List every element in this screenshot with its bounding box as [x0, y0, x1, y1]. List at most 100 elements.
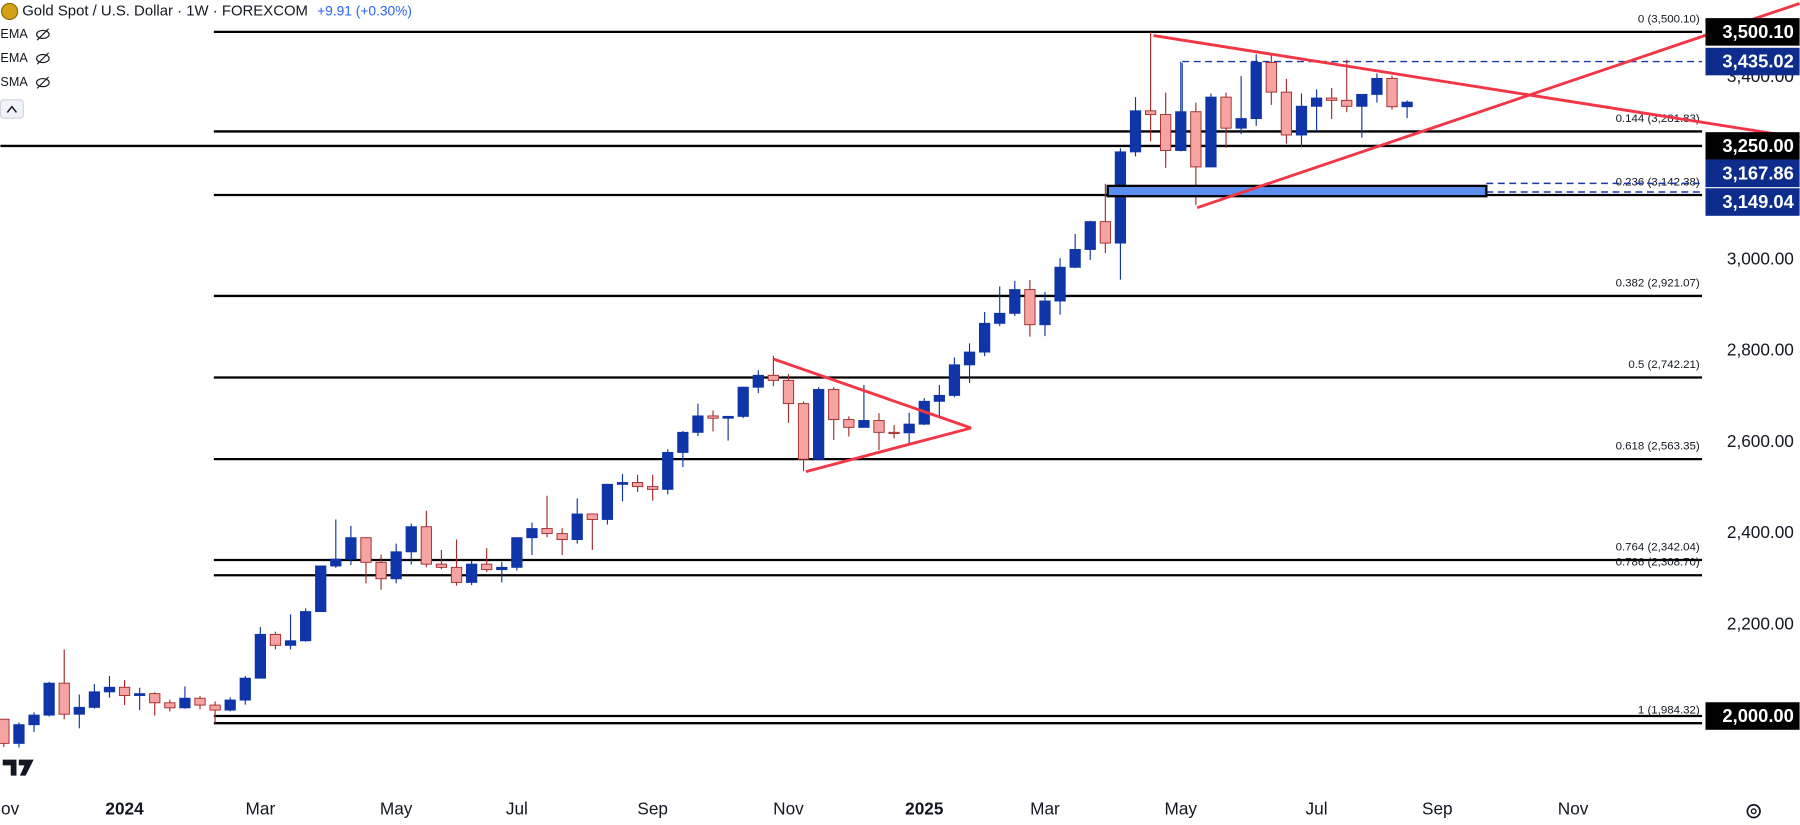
candle-body [43, 682, 55, 716]
x-tick-label: May [380, 799, 413, 819]
candle-body [435, 563, 448, 568]
candle-body [1069, 249, 1081, 268]
candle-body [1250, 62, 1262, 120]
candle-body [571, 513, 583, 540]
candle-body [209, 704, 221, 711]
eye-slash [36, 76, 50, 89]
candle-body [465, 563, 478, 583]
x-tick-label: Mar [246, 799, 276, 819]
candle-body [1326, 97, 1338, 101]
candle-body [767, 374, 780, 381]
price-axis: Nov 2024 Mar May Jul Sep Nov 2025 Mar May Jul Sep No… [0, 18, 1800, 819]
legend-header: Gold Spot / U.S. Dollar · 1W · FOREXCOM +… [0, 2, 412, 119]
y-tick-label: 2,600.00 [1727, 431, 1794, 451]
candle-body [254, 633, 266, 679]
candle-body [420, 526, 432, 565]
candle-body [692, 415, 704, 433]
price-label-box [1705, 47, 1800, 76]
candle-body [88, 691, 101, 708]
candle-body [360, 537, 372, 563]
tv-logo [2, 759, 34, 776]
candle-body [118, 686, 131, 696]
candle-body [1265, 62, 1277, 93]
x-tick-label: Nov [0, 799, 20, 819]
candles [0, 31, 1413, 748]
candle-body [979, 322, 991, 353]
candle-body [1235, 118, 1247, 129]
eye-slash [36, 52, 50, 65]
candle-body [813, 389, 825, 460]
candle-body [526, 528, 538, 539]
candle-body [1114, 151, 1127, 244]
candle-body [481, 563, 493, 571]
candle-body [103, 686, 116, 693]
candle-body [0, 718, 10, 744]
candle-body [1190, 111, 1202, 168]
candle-body [194, 697, 206, 706]
fib-label: 0.382 (2,921.07) [1616, 277, 1700, 289]
eye-icon [35, 29, 50, 40]
candle-body [58, 682, 70, 715]
price-label-box [1705, 702, 1800, 730]
y-tick-label: 2,200.00 [1727, 613, 1794, 633]
candle-body [1341, 99, 1353, 107]
candle-body [345, 537, 357, 560]
price-label-box [1705, 18, 1800, 46]
candle-body [149, 693, 161, 704]
collapse-button[interactable] [0, 99, 24, 119]
price-label: 2,000.00 [1722, 705, 1793, 726]
fib-label: 0.5 (2,742.21) [1628, 359, 1700, 371]
candle-body [737, 386, 749, 417]
x-tick-label: Nov [1558, 799, 1589, 819]
price-label-box [1705, 132, 1800, 160]
candle-body [782, 379, 795, 405]
candle-body [1205, 96, 1217, 168]
x-tick-label: Mar [1030, 799, 1060, 819]
candle-body [1295, 105, 1308, 136]
candle-body [330, 558, 342, 567]
eye-slash [36, 28, 50, 41]
price-label: 3,167.86 [1722, 162, 1793, 183]
fib-label: 0.144 (3,281.83) [1616, 113, 1700, 125]
x-tick-label: Jul [1306, 799, 1328, 819]
x-tick-label: Sep [637, 799, 668, 819]
candle-body [1039, 300, 1051, 326]
price-label: 3,435.02 [1722, 51, 1793, 72]
candle-body [164, 702, 176, 709]
candle-body [73, 706, 85, 715]
x-tick-label: 2025 [905, 799, 944, 819]
settings-icon[interactable] [1746, 804, 1761, 819]
candle-body [994, 312, 1006, 324]
candle-body [450, 566, 463, 583]
drawings [773, 2, 1800, 473]
candle-body [873, 420, 885, 433]
candle-body [933, 394, 945, 402]
fib-label: 0.236 (3,142.38) [1616, 176, 1700, 188]
candle-body [722, 415, 734, 419]
eye-icon [35, 53, 50, 64]
candle-body [315, 565, 327, 613]
indicator-label: SMA [0, 75, 28, 89]
candle-body [1175, 111, 1187, 151]
x-tick-label: Jul [506, 799, 528, 819]
y-tick-label: 2,400.00 [1727, 522, 1794, 542]
candle-body [284, 640, 297, 646]
eye-icon [35, 78, 50, 88]
candle-body [1371, 77, 1383, 95]
candle-body [511, 537, 523, 568]
x-tick-label: Nov [773, 799, 804, 819]
candle-body [843, 419, 855, 428]
candle-body [375, 561, 387, 580]
candle-body [1280, 91, 1293, 136]
gear[interactable] [1746, 804, 1761, 819]
candle-body [1386, 77, 1398, 108]
candle-body [752, 374, 764, 388]
fib-label: 0 (3,500.10) [1638, 13, 1700, 25]
caret-icon [6, 105, 18, 113]
candle-body [1084, 221, 1096, 250]
candle-body [858, 420, 870, 428]
candle-body [541, 528, 553, 535]
